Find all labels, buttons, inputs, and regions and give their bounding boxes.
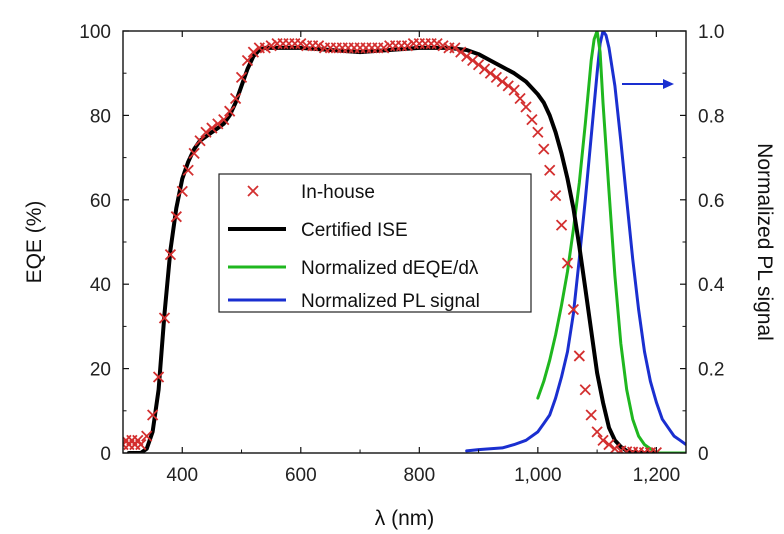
data-point-x-marker bbox=[478, 63, 491, 75]
data-point-x-marker bbox=[135, 438, 147, 451]
data-point-x-marker bbox=[579, 384, 591, 396]
y-right-tick-label: 0.4 bbox=[698, 275, 725, 296]
arrow-to-right-axis bbox=[622, 79, 674, 89]
x-axis-title: λ (nm) bbox=[375, 507, 435, 530]
data-point-x-marker bbox=[526, 113, 538, 126]
data-point-x-marker bbox=[591, 426, 603, 438]
data-point-x-marker bbox=[401, 40, 414, 52]
y-right-tick-label: 0.8 bbox=[698, 106, 724, 127]
legend-item-certified-ise: Certified ISE bbox=[228, 220, 408, 241]
data-point-x-marker bbox=[200, 126, 212, 138]
data-point-x-marker bbox=[508, 84, 520, 96]
data-point-x-marker bbox=[141, 430, 153, 442]
data-point-x-marker bbox=[615, 445, 627, 453]
series-line-normalized-pl-signal bbox=[465, 31, 686, 453]
y-left-tick-label: 100 bbox=[79, 22, 111, 43]
legend-item-in-house: In-house bbox=[247, 182, 375, 203]
data-point-x-marker bbox=[496, 76, 508, 88]
legend-box bbox=[218, 173, 532, 313]
arrow-head-icon bbox=[663, 79, 674, 89]
data-point-x-marker bbox=[312, 40, 325, 52]
data-point-x-marker bbox=[603, 438, 615, 451]
legend: In-house Certified ISE Normalized dEQE/d… bbox=[218, 173, 532, 313]
y-axis-title-left: EQE (%) bbox=[23, 201, 46, 284]
data-point-x-marker bbox=[241, 54, 254, 67]
data-point-x-marker bbox=[461, 50, 473, 62]
data-point-x-marker bbox=[455, 46, 467, 58]
data-point-x-marker bbox=[259, 42, 271, 54]
y-left-tick-label: 0 bbox=[100, 444, 111, 465]
data-point-x-marker bbox=[188, 147, 200, 160]
data-point-x-marker bbox=[295, 38, 307, 50]
data-point-x-marker bbox=[532, 126, 544, 138]
data-point-x-marker bbox=[152, 371, 165, 383]
legend-label: In-house bbox=[301, 182, 375, 203]
data-point-x-marker bbox=[544, 164, 556, 176]
data-point-x-marker bbox=[176, 185, 188, 197]
data-point-x-marker bbox=[561, 257, 574, 269]
data-point-x-marker bbox=[164, 249, 177, 261]
legend-label: Certified ISE bbox=[301, 220, 408, 241]
data-point-x-marker bbox=[549, 189, 562, 202]
data-point-x-marker bbox=[472, 59, 485, 71]
y-axis-title-right: Normalized PL signal bbox=[753, 143, 776, 341]
data-point-x-marker bbox=[378, 42, 390, 54]
data-point-x-marker bbox=[146, 409, 159, 421]
data-point-x-marker bbox=[224, 105, 236, 117]
legend-item-dEQE: Normalized dEQE/dλ bbox=[228, 258, 479, 279]
data-point-x-marker bbox=[502, 80, 514, 92]
x-tick-label: 600 bbox=[285, 465, 317, 486]
data-point-x-marker bbox=[170, 211, 182, 223]
data-point-x-marker bbox=[206, 122, 218, 134]
data-point-x-marker bbox=[218, 113, 230, 126]
data-point-x-marker bbox=[555, 219, 568, 231]
series-line-normalized-deqe-d- bbox=[536, 31, 686, 453]
x-tick-label: 1,000 bbox=[514, 465, 562, 486]
data-point-x-marker bbox=[609, 443, 621, 453]
y-right-tick-label: 0 bbox=[698, 444, 709, 465]
data-point-x-marker bbox=[212, 118, 224, 130]
y-left-tick-label: 20 bbox=[90, 360, 111, 381]
data-point-x-marker bbox=[431, 38, 443, 50]
axes-layer: 400 600 800 1,000 1,200 0 20 40 60 80 100 0 0.2 0.4 0.… bbox=[79, 22, 725, 486]
data-point-x-marker bbox=[538, 143, 550, 155]
data-point-x-marker bbox=[467, 54, 479, 67]
x-tick-label: 1,200 bbox=[633, 465, 681, 486]
data-point-x-marker bbox=[585, 409, 597, 421]
data-point-x-marker bbox=[490, 71, 502, 84]
legend-label: Normalized dEQE/dλ bbox=[301, 258, 479, 279]
y-right-tick-label: 0.2 bbox=[698, 360, 724, 381]
data-point-x-marker bbox=[194, 135, 206, 147]
data-point-x-marker bbox=[265, 40, 277, 52]
x-tick-label: 800 bbox=[403, 465, 435, 486]
data-point-x-marker bbox=[597, 434, 609, 446]
data-point-x-marker bbox=[229, 92, 242, 105]
legend-label: Normalized PL signal bbox=[301, 291, 480, 312]
data-point-x-marker bbox=[235, 71, 248, 84]
y-right-tick-label: 0.6 bbox=[698, 191, 724, 212]
y-left-tick-label: 80 bbox=[90, 106, 111, 127]
data-point-x-marker bbox=[449, 42, 461, 54]
data-point-x-marker bbox=[182, 164, 194, 176]
x-tick-label: 400 bbox=[166, 465, 198, 486]
y-left-tick-label: 40 bbox=[90, 275, 111, 296]
y-left-tick-label: 60 bbox=[90, 191, 111, 212]
data-point-x-marker bbox=[573, 350, 585, 362]
data-point-x-marker bbox=[514, 92, 526, 105]
y-right-tick-label: 1.0 bbox=[698, 22, 724, 43]
legend-marker-x-icon bbox=[247, 185, 259, 197]
data-point-x-marker bbox=[437, 40, 449, 52]
series-layer bbox=[123, 31, 686, 453]
data-point-x-marker bbox=[247, 46, 260, 58]
data-point-x-marker bbox=[484, 67, 497, 79]
data-point-x-marker bbox=[567, 303, 580, 316]
data-point-x-marker bbox=[520, 101, 532, 113]
legend-item-pl-signal: Normalized PL signal bbox=[228, 291, 480, 312]
data-point-x-marker bbox=[158, 312, 171, 324]
